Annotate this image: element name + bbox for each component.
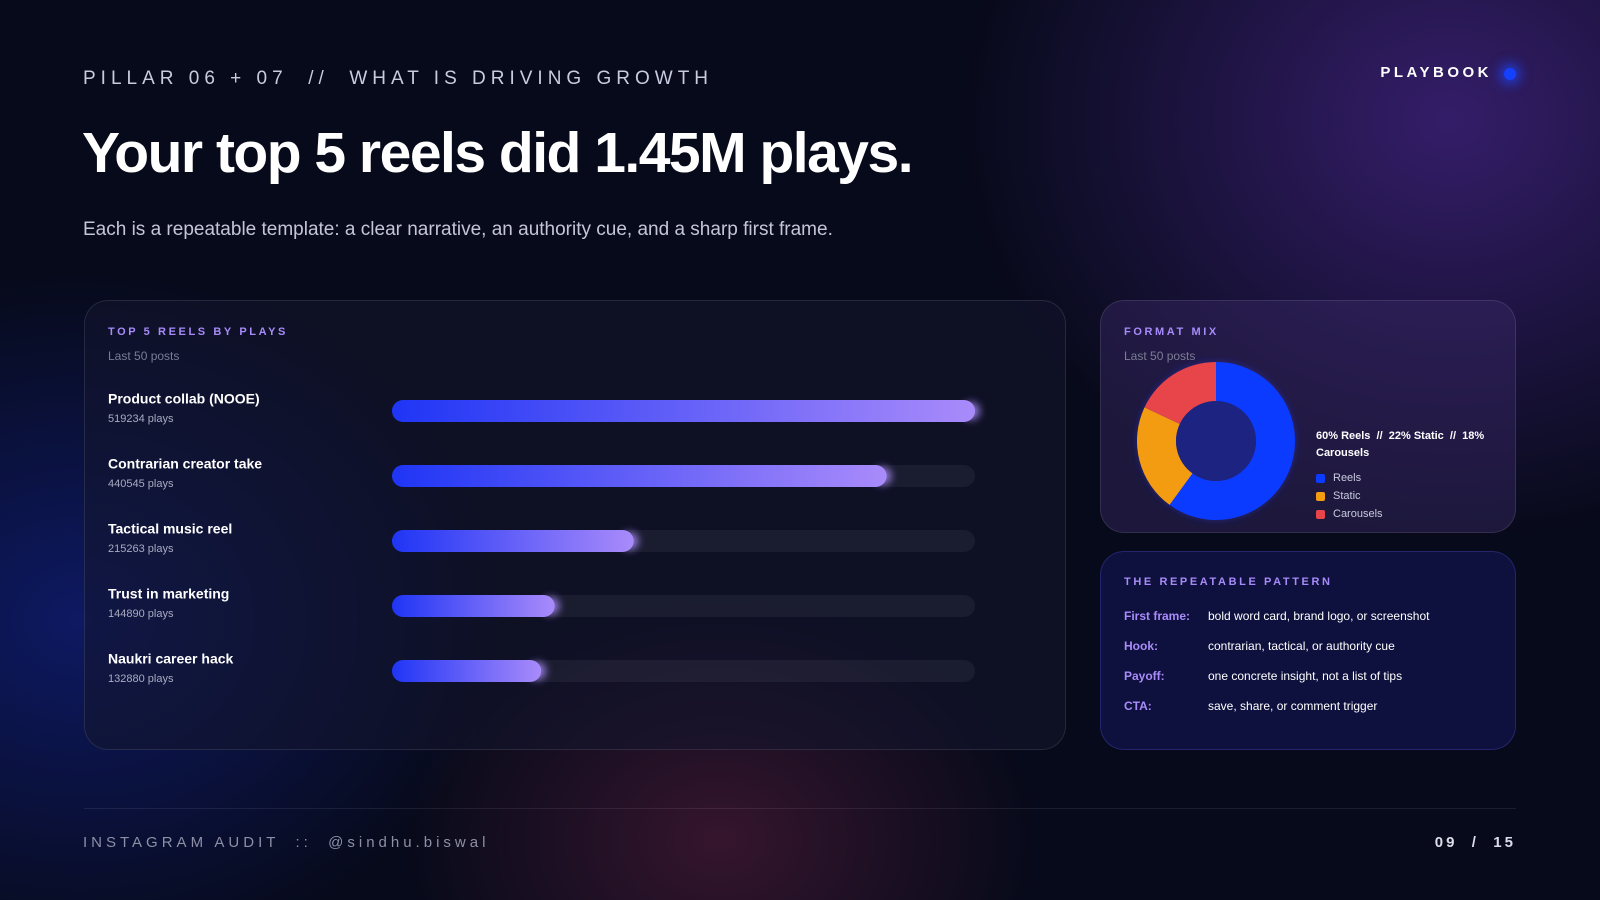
footer-left: INSTAGRAM AUDIT :: @sindhu.biswal [83,834,490,851]
bar-label: Naukri career hack [108,651,234,667]
legend-swatch [1316,492,1325,501]
legend-label: Static [1333,490,1361,502]
legend-swatch [1316,510,1325,519]
bar-label: Contrarian creator take [108,456,262,472]
bar-label: Tactical music reel [108,521,232,537]
pattern-label: Payoff: [1124,669,1165,683]
bar-card [84,300,1066,750]
pattern-title: THE REPEATABLE PATTERN [1124,576,1333,588]
pattern-card [1100,551,1516,750]
page-number: 09 / 15 [1434,834,1516,851]
bar [392,400,975,422]
bar-value-label: 144890 plays [108,608,174,620]
pie-slice [1144,362,1216,424]
brand: PLAYBOOK [1380,64,1492,81]
pattern-text: save, share, or comment trigger [1208,699,1378,713]
bar-value-label: 132880 plays [108,673,174,685]
bar-value-label: 440545 plays [108,478,174,490]
bar [392,530,634,552]
pie-slice [1137,407,1193,505]
pie-slice [1169,362,1295,520]
pattern-text: one concrete insight, not a list of tips [1208,669,1403,683]
chart-title: TOP 5 REELS BY PLAYS [108,326,288,338]
bar [392,465,887,487]
subtitle: Each is a repeatable template: a clear n… [83,219,833,240]
footer-rule [84,808,1516,809]
legend-label: Carousels [1333,508,1383,520]
chart-subtitle: Last 50 posts [108,349,180,363]
bar-label: Trust in marketing [108,586,229,602]
bar-value-label: 519234 plays [108,413,174,425]
bar [392,660,542,682]
kicker: PILLAR 06 + 07 // WHAT IS DRIVING GROWTH [83,68,714,89]
title: Your top 5 reels did 1.45M plays. [82,121,914,185]
pattern-label: CTA: [1124,699,1152,713]
legend-label: Reels [1333,472,1362,484]
bar-value-label: 215263 plays [108,543,174,555]
chart-subtitle: Last 50 posts [1124,349,1196,363]
pattern-text: contrarian, tactical, or authority cue [1208,639,1395,653]
brand-dot [1504,68,1516,80]
legend-swatch [1316,474,1325,483]
pattern-label: First frame: [1124,609,1191,623]
bar-label: Product collab (NOOE) [108,391,260,407]
donut-hole [1176,401,1256,481]
bar [392,595,555,617]
chart-title: FORMAT MIX [1124,326,1219,338]
pattern-label: Hook: [1124,639,1158,653]
pattern-text: bold word card, brand logo, or screensho… [1208,609,1430,623]
pie-caption: 60% Reels // 22% Static // 18% Carousels [1316,430,1488,459]
